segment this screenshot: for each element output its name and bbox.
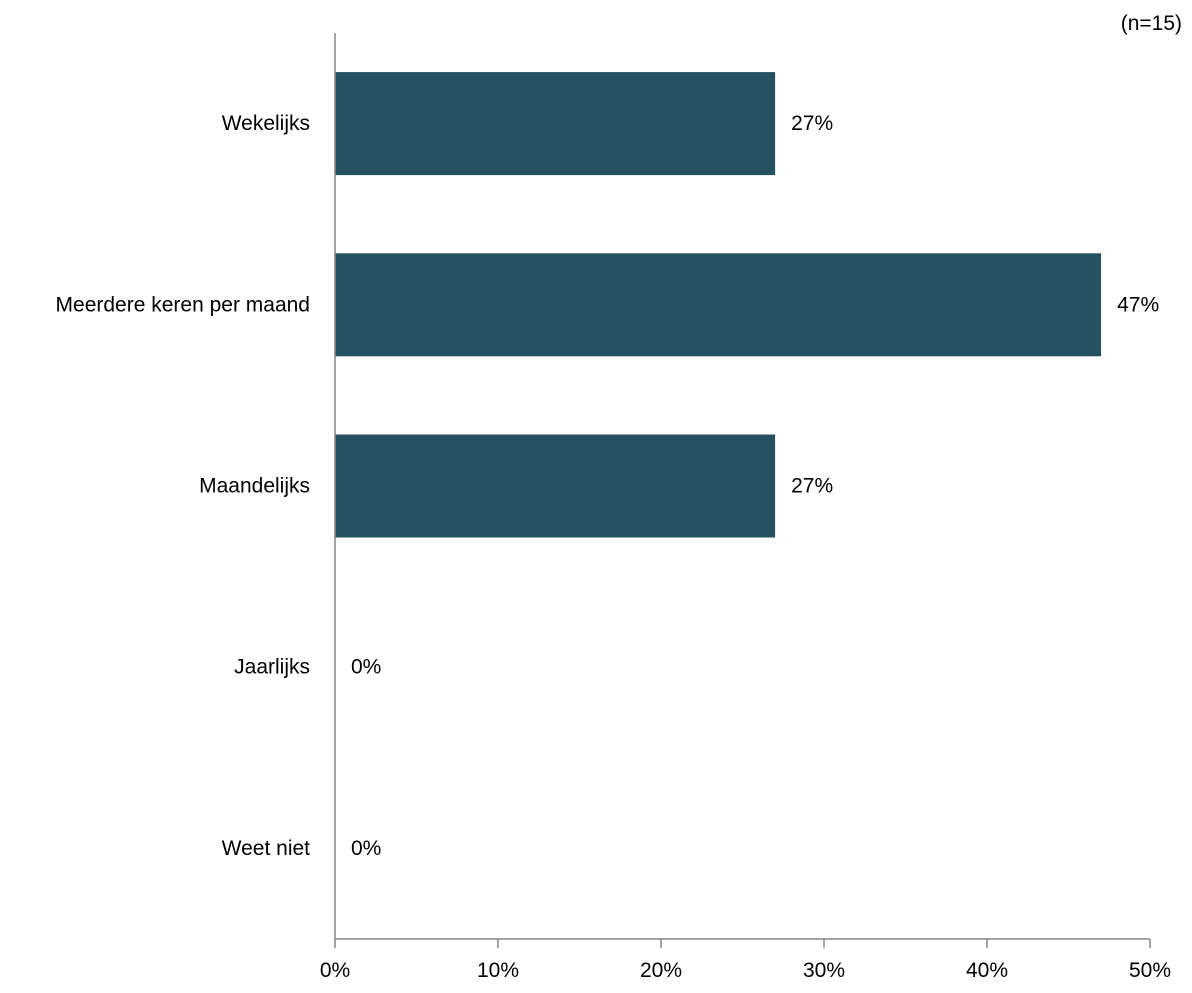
category-labels: Wekelijks Meerdere keren per maand Maandel… — [56, 112, 311, 860]
x-tick-label-0: 0% — [320, 959, 350, 982]
value-label-0: 27% — [791, 112, 833, 135]
bar-0 — [335, 72, 776, 176]
sample-size-note: (n=15) — [1121, 12, 1182, 35]
value-labels: 27% 47% 27% 0% 0% — [351, 112, 1159, 860]
x-tick-label-5: 50% — [1129, 959, 1171, 982]
axes: 0% 10% 20% 30% 40% 50% — [320, 33, 1171, 982]
x-tick-label-4: 40% — [966, 959, 1008, 982]
bar-1 — [335, 253, 1102, 357]
category-label-2: Maandelijks — [199, 475, 310, 498]
category-label-4: Weet niet — [222, 837, 310, 860]
value-label-1: 47% — [1117, 293, 1159, 316]
bar-2 — [335, 434, 776, 538]
category-label-3: Jaarlijks — [234, 656, 310, 679]
value-label-4: 0% — [351, 837, 381, 860]
value-label-2: 27% — [791, 475, 833, 498]
category-label-1: Meerdere keren per maand — [56, 293, 310, 316]
x-tick-label-1: 10% — [477, 959, 519, 982]
x-tick-label-3: 30% — [803, 959, 845, 982]
category-label-0: Wekelijks — [222, 112, 310, 135]
x-tick-label-2: 20% — [640, 959, 682, 982]
bars — [335, 72, 1102, 538]
value-label-3: 0% — [351, 656, 381, 679]
